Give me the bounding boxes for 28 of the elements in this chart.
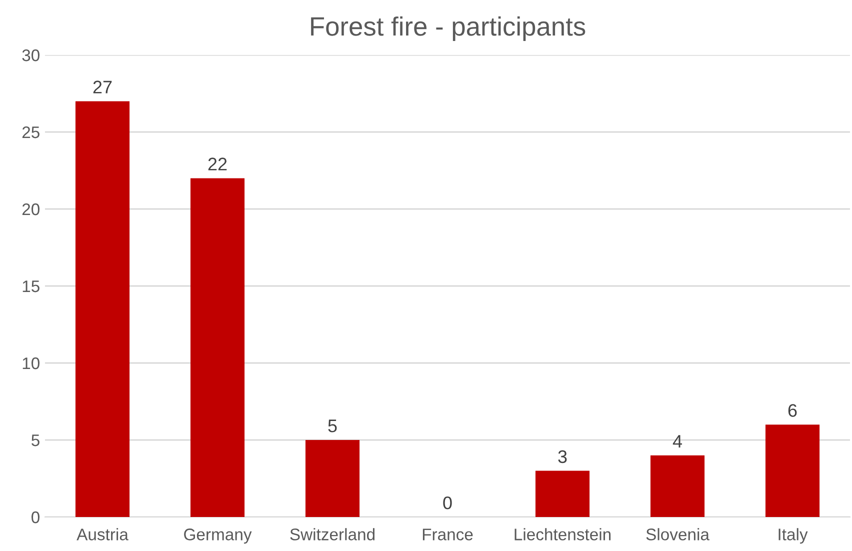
bar xyxy=(535,470,590,517)
y-tick-label: 5 xyxy=(32,434,40,446)
data-label: 3 xyxy=(558,450,567,464)
x-tick-label: Austria xyxy=(76,528,128,540)
data-label: 5 xyxy=(328,420,337,432)
bar xyxy=(305,440,360,517)
bar xyxy=(190,178,245,517)
data-label: 22 xyxy=(208,158,227,170)
y-tick-label: 20 xyxy=(22,203,40,216)
bar xyxy=(765,424,820,517)
data-label: 0 xyxy=(443,496,452,510)
x-tick-label: Slovenia xyxy=(646,528,710,540)
x-tick-label: Italy xyxy=(778,528,808,544)
x-tick-label: France xyxy=(422,528,473,540)
y-tick-label: 0 xyxy=(32,511,40,524)
data-label: 6 xyxy=(788,404,797,417)
y-tick-label: 30 xyxy=(22,49,40,62)
data-label: 27 xyxy=(93,80,112,94)
y-tick-label: 15 xyxy=(22,280,40,292)
x-tick-label: Switzerland xyxy=(290,528,374,540)
bar xyxy=(650,455,705,517)
y-tick-label: 10 xyxy=(22,357,40,370)
bar xyxy=(75,101,130,517)
x-tick-label: Liechtenstein xyxy=(514,528,611,540)
y-tick-label: 25 xyxy=(22,126,40,138)
chart-title: Forest fire - participants xyxy=(311,16,586,42)
x-tick-label: Germany xyxy=(184,528,252,544)
data-label: 4 xyxy=(672,435,682,448)
